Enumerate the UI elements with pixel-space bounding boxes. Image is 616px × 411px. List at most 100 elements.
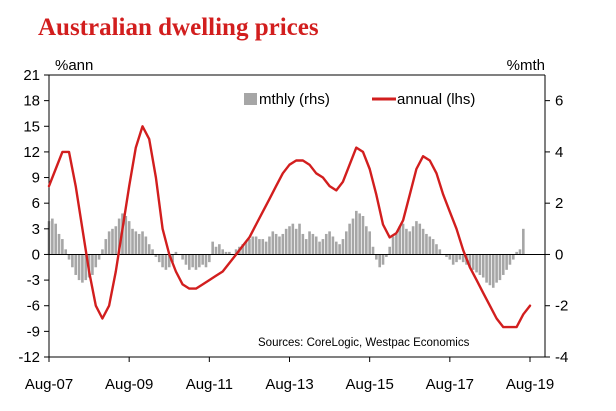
monthly-bar [304,239,308,255]
monthly-bar [288,226,291,255]
monthly-bar [445,254,448,258]
monthly-bar [381,254,385,265]
monthly-bar [361,216,365,255]
monthly-bar [208,254,211,263]
monthly-bar [518,249,522,255]
monthly-bar [448,254,452,260]
monthly-bar [355,210,358,255]
monthly-bar [67,254,71,260]
monthly-bar [194,254,198,270]
monthly-bar [61,239,64,255]
monthly-bar [358,213,361,255]
x-tick-label: Aug-17 [426,376,474,393]
monthly-bar [435,244,438,255]
monthly-bar [368,231,371,255]
monthly-bar [498,254,502,281]
monthly-bar [468,254,472,268]
monthly-bar [328,231,331,255]
monthly-bar [91,254,94,275]
monthly-bar [184,254,188,265]
monthly-bar [425,233,428,255]
monthly-bar [51,218,54,255]
monthly-bar [308,231,311,255]
monthly-bar [501,254,505,275]
monthly-bar [111,228,114,255]
monthly-bar [161,254,164,268]
monthly-bar [154,254,158,258]
monthly-bar [254,236,258,255]
monthly-bar [64,249,67,255]
monthly-bar [284,228,288,255]
monthly-bar [471,254,475,270]
monthly-bar [371,246,375,255]
monthly-bar [84,254,88,281]
monthly-bar [137,233,141,255]
monthly-bar [351,218,355,255]
left-tick-label: 0 [32,246,40,263]
monthly-bar [97,254,101,260]
monthly-bar [57,233,61,255]
monthly-bar [198,254,201,268]
monthly-bar [324,233,328,255]
monthly-bar [338,244,341,255]
monthly-bar [134,231,138,255]
monthly-bar [244,241,248,255]
monthly-bar [321,239,325,255]
monthly-bar [218,244,221,255]
monthly-bar [127,221,131,255]
monthly-bar [258,239,261,255]
monthly-bar [395,233,398,255]
monthly-bar [147,244,151,255]
monthly-bar [314,236,318,255]
monthly-bar [211,241,214,255]
monthly-bar [251,236,255,255]
monthly-bar [54,223,57,255]
monthly-bar [344,231,348,255]
left-tick-label: 15 [23,118,40,135]
monthly-bar [334,241,338,255]
x-tick-label: Aug-13 [265,376,313,393]
monthly-bar [171,254,174,263]
monthly-bar [104,239,108,255]
monthly-bar [298,223,301,255]
monthly-bar [385,254,388,258]
monthly-bar [241,244,245,255]
left-tick-label: 21 [23,67,40,84]
monthly-bar [508,254,512,265]
monthly-bar [74,254,78,275]
monthly-bar [131,228,134,255]
monthly-bar [522,228,525,255]
monthly-bar [228,251,231,255]
left-axis-unit: %ann [55,57,93,74]
monthly-bar [411,226,415,255]
monthly-bar [167,254,171,268]
monthly-bar [291,223,295,255]
monthly-bar [418,223,422,255]
monthly-bar [458,254,462,260]
left-tick-label: 12 [23,144,40,161]
x-tick-label: Aug-11 [186,376,233,393]
monthly-bar [421,228,425,255]
chart-title: Australian dwelling prices [38,14,319,41]
monthly-bar [234,249,238,255]
monthly-bar [495,254,498,283]
monthly-bar [268,236,271,255]
left-tick-label: 3 [32,221,40,238]
monthly-bar [475,254,478,273]
monthly-bar [331,236,335,255]
legend-swatch-monthly [244,93,257,105]
monthly-bar [301,233,305,255]
monthly-bar [164,254,168,270]
left-tick-label: 9 [32,170,40,187]
monthly-bar [81,254,84,283]
left-tick-label: 6 [32,195,40,212]
left-tick-label: -12 [18,349,40,366]
monthly-bar [141,231,144,255]
monthly-bar [431,239,435,255]
right-axis-unit: %mth [507,57,545,74]
monthly-bar [461,254,465,263]
monthly-bar [405,228,408,255]
monthly-bar [271,231,275,255]
right-tick-label: 6 [555,93,563,110]
